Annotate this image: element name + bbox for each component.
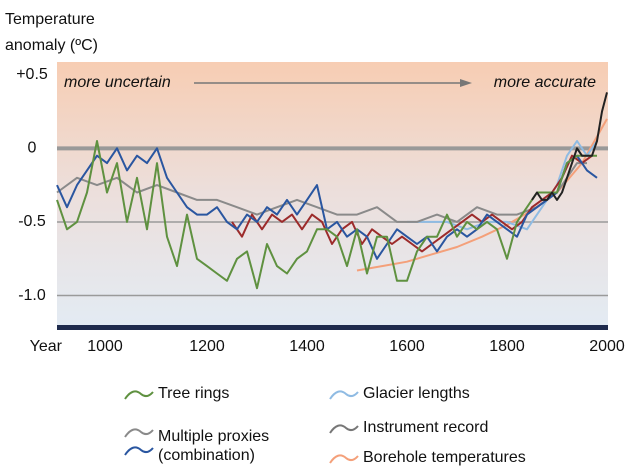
legend-icon: [329, 454, 359, 464]
legend-label: Glacier lengths: [363, 385, 470, 402]
y-tick-label: 0: [28, 140, 37, 157]
y-tick-label: -1.0: [18, 287, 46, 304]
y-tick-label: +0.5: [16, 66, 48, 83]
x-tick-label: 1800: [489, 338, 525, 355]
y-tick-label: -0.5: [18, 213, 46, 230]
x-tick-label: 1400: [289, 338, 325, 355]
x-axis-label: Year: [30, 338, 63, 355]
x-tick-label: 1000: [87, 338, 123, 355]
plot-background: [57, 62, 608, 325]
series-line: [531, 92, 608, 201]
series-line: [56, 162, 587, 223]
annotation: more uncertain: [64, 74, 171, 91]
y-axis-label: Temperature: [5, 11, 95, 28]
legend-label: (combination): [158, 447, 255, 464]
legend-label: Borehole temperatures: [363, 449, 526, 466]
legend-icon: [329, 424, 359, 434]
y-axis-label: anomaly (ºC): [5, 37, 98, 54]
x-tick-label: 1600: [389, 338, 425, 355]
series-line: [231, 154, 593, 253]
annotation-arrowhead: [460, 79, 472, 87]
legend-icon: [124, 446, 154, 456]
series-line: [56, 140, 597, 290]
legend-label: Tree rings: [158, 385, 229, 402]
annotation: more accurate: [494, 74, 596, 91]
x-tick-label: 1200: [189, 338, 225, 355]
legend-icon: [329, 390, 359, 400]
x-tick-label: 2000: [589, 338, 625, 355]
x-axis-band: [57, 325, 608, 330]
legend-label: Multiple proxies: [158, 428, 269, 445]
legend-label: Instrument record: [363, 419, 488, 436]
legend-icon: [124, 428, 154, 438]
legend-icon: [124, 390, 154, 400]
